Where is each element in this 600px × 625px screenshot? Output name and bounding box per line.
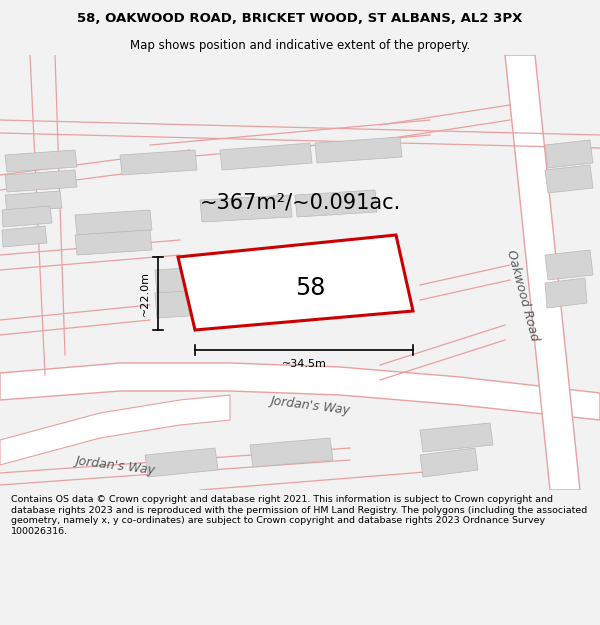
Polygon shape [155,265,237,295]
Polygon shape [545,250,593,280]
Polygon shape [200,195,292,222]
Text: Jordan's Way: Jordan's Way [269,394,351,416]
Polygon shape [220,143,312,170]
Polygon shape [545,278,587,308]
Polygon shape [545,140,593,168]
Text: ~34.5m: ~34.5m [281,359,326,369]
Polygon shape [5,170,77,192]
Polygon shape [315,137,402,163]
Polygon shape [420,448,478,477]
Polygon shape [75,210,152,235]
Polygon shape [155,288,237,318]
Polygon shape [5,150,77,172]
Polygon shape [420,423,493,452]
Polygon shape [545,165,593,193]
Polygon shape [75,230,152,255]
Text: Jordan's Way: Jordan's Way [74,454,156,476]
Text: Map shows position and indicative extent of the property.: Map shows position and indicative extent… [130,39,470,51]
Text: ~22.0m: ~22.0m [140,271,150,316]
Polygon shape [250,438,333,467]
Polygon shape [0,363,600,420]
Polygon shape [0,395,230,465]
Polygon shape [505,55,580,490]
Polygon shape [178,235,413,330]
Polygon shape [120,150,197,175]
Text: 58: 58 [295,276,326,300]
Text: Contains OS data © Crown copyright and database right 2021. This information is : Contains OS data © Crown copyright and d… [11,496,587,536]
Polygon shape [295,190,377,217]
Polygon shape [2,206,52,227]
Polygon shape [2,226,47,247]
Text: ~367m²/~0.091ac.: ~367m²/~0.091ac. [199,193,401,213]
Text: 58, OAKWOOD ROAD, BRICKET WOOD, ST ALBANS, AL2 3PX: 58, OAKWOOD ROAD, BRICKET WOOD, ST ALBAN… [77,12,523,25]
Polygon shape [5,191,62,212]
Polygon shape [145,448,218,477]
Text: Oakwood Road: Oakwood Road [505,248,541,342]
